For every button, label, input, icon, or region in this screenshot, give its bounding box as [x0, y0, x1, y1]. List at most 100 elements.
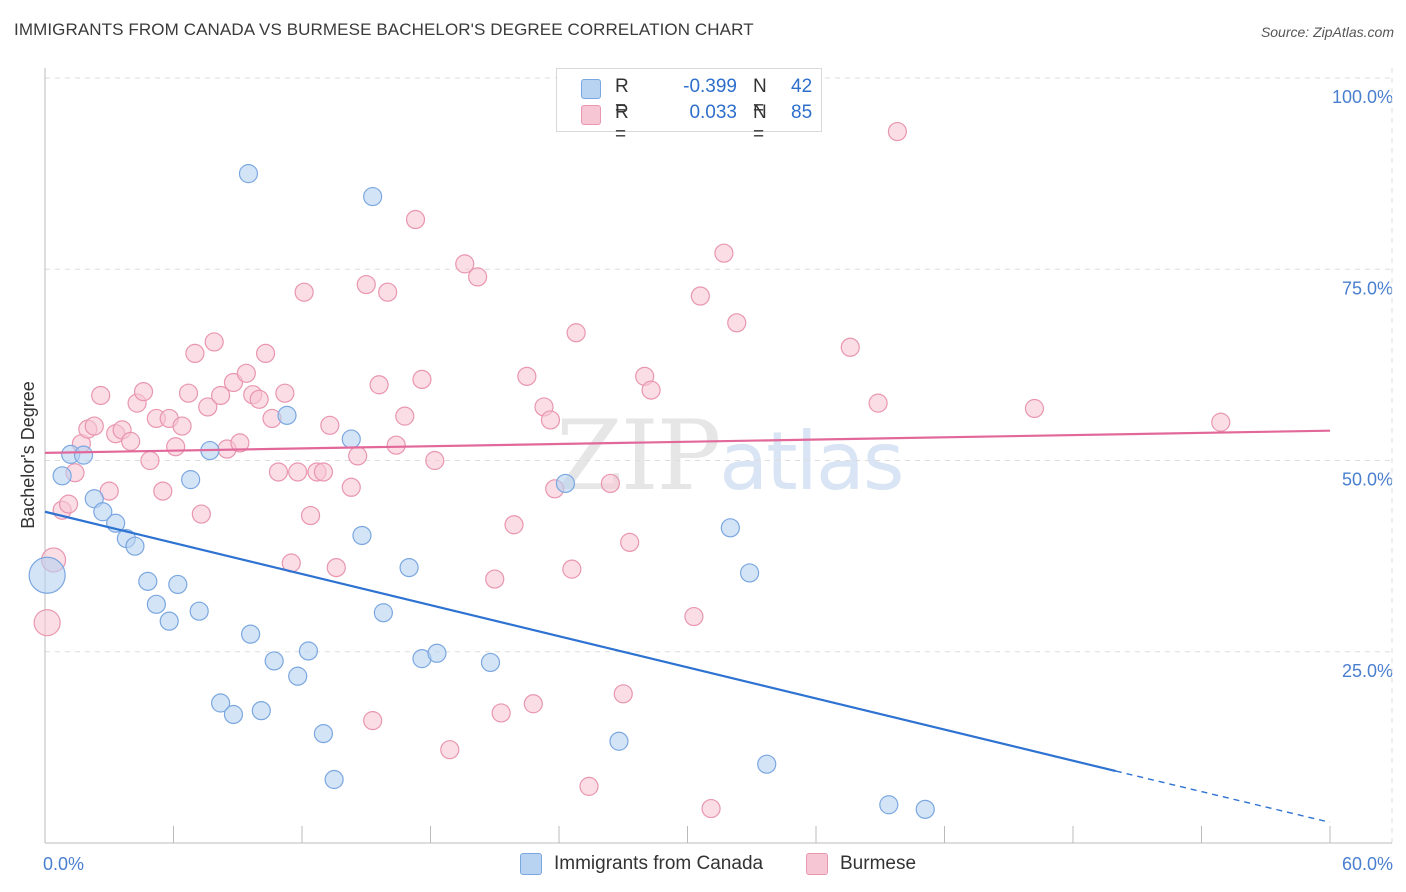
burmese-point	[562, 559, 582, 579]
burmese-point	[363, 710, 383, 731]
burmese-point	[517, 366, 537, 386]
burmese-point	[249, 389, 269, 409]
canada-point	[73, 445, 94, 465]
burmese-point	[288, 462, 308, 482]
burmese-point	[326, 557, 346, 578]
watermark-zip: ZIP	[556, 400, 721, 512]
canada-point	[363, 186, 383, 207]
canada-point	[146, 594, 166, 614]
legend-n-label: N =	[753, 76, 767, 119]
canada-point	[740, 563, 760, 583]
canada-point	[28, 556, 66, 594]
canada-point	[223, 704, 244, 725]
legend-r-value: -0.399	[683, 76, 737, 97]
burmese-point	[1024, 398, 1045, 419]
canada-point	[313, 724, 334, 744]
burmese-point	[485, 569, 505, 589]
burmese-point	[468, 267, 488, 287]
bottom-legend-label-burmese: Burmese	[840, 853, 917, 874]
legend-r-label: R =	[615, 76, 629, 119]
canada-point	[352, 525, 372, 546]
x-tick-label: 0.0%	[43, 854, 84, 874]
canada-point	[189, 601, 209, 621]
burmese-point	[121, 431, 141, 451]
bottom-legend-label-canada: Immigrants from Canada	[554, 853, 764, 874]
burmese-point	[369, 375, 389, 395]
burmese-point	[99, 481, 119, 501]
burmese-point	[386, 435, 406, 455]
legend-swatch-canada	[581, 79, 601, 99]
burmese-point	[523, 694, 543, 714]
canada-trendline	[44, 510, 1117, 773]
burmese-point	[153, 481, 173, 501]
canada-point	[93, 502, 113, 522]
burmese-point	[540, 410, 561, 430]
legend-n-value: 42	[791, 76, 813, 97]
canada-point	[241, 624, 261, 644]
canada-point	[609, 731, 629, 751]
burmese-point	[641, 380, 661, 400]
burmese-point	[613, 684, 633, 704]
burmese-point	[405, 209, 426, 230]
burmese-point	[1211, 412, 1231, 432]
burmese-point	[255, 343, 276, 363]
canada-point	[125, 536, 145, 556]
burmese-point	[140, 450, 160, 471]
burmese-point	[268, 462, 289, 482]
legend-swatch-burmese	[581, 105, 601, 125]
burmese-point	[320, 415, 340, 435]
burmese-trendline	[44, 429, 1331, 454]
bottom-legend-swatch-burmese	[806, 853, 828, 875]
canada-point	[238, 164, 259, 184]
canada-point	[399, 557, 419, 578]
burmese-point	[425, 450, 445, 471]
burmese-point	[172, 416, 192, 436]
burmese-point	[412, 369, 432, 390]
canada-point	[324, 769, 344, 790]
burmese-point	[455, 254, 475, 274]
watermark-atlas: atlas	[719, 415, 904, 508]
canada-trendline-extension	[1115, 770, 1331, 824]
burmese-point	[191, 504, 211, 524]
burmese-point	[313, 462, 334, 482]
y-axis-label: Bachelor's Degree	[18, 381, 38, 529]
correlation-legend: R = -0.399 N = 42 R = 0.033 N = 85	[556, 68, 822, 145]
burmese-point	[690, 286, 710, 306]
bottom-legend-swatch-canada	[520, 853, 542, 875]
canada-point	[181, 470, 201, 490]
burmese-point	[566, 323, 586, 343]
burmese-point	[236, 363, 256, 383]
burmese-point	[600, 473, 621, 494]
burmese-point	[84, 416, 104, 436]
burmese-point	[275, 383, 295, 403]
burmese-point	[714, 243, 734, 263]
burmese-point	[840, 337, 860, 357]
burmese-point	[868, 393, 888, 413]
burmese-point	[294, 282, 314, 302]
legend-r-value: 0.033	[689, 102, 737, 123]
burmese-point	[211, 385, 231, 406]
canada-point	[277, 405, 297, 425]
burmese-point	[579, 776, 599, 796]
burmese-point	[33, 609, 61, 637]
burmese-point	[230, 433, 250, 453]
legend-r-label: R =	[615, 102, 629, 145]
burmese-point	[356, 274, 376, 295]
canada-point	[264, 651, 284, 671]
canada-point	[915, 799, 935, 819]
burmese-point	[204, 332, 224, 352]
burmese-point	[620, 532, 640, 552]
chart-title: IMMIGRANTS FROM CANADA VS BURMESE BACHEL…	[14, 20, 754, 39]
canada-point	[211, 693, 231, 713]
burmese-point	[887, 121, 907, 142]
y-tick-label: 100.0%	[1332, 87, 1393, 107]
burmese-point	[300, 505, 321, 526]
burmese-point	[198, 397, 218, 417]
y-tick-label: 75.0%	[1342, 278, 1393, 298]
burmese-point	[133, 382, 154, 402]
canada-point	[720, 518, 740, 538]
burmese-point	[701, 798, 721, 819]
canada-point	[427, 643, 447, 663]
burmese-point	[348, 446, 368, 466]
